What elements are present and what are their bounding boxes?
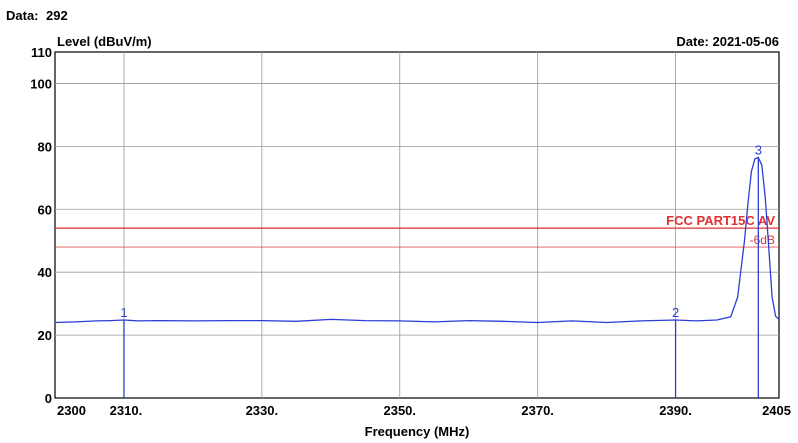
limit-line-label: -6dB [750, 233, 775, 247]
series-line [54, 156, 780, 324]
x-axis-label: Frequency (MHz) [365, 424, 470, 439]
y-tick-label: 20 [38, 328, 52, 343]
x-tick-labels: 2300 2310. 2330. 2350. 2370. 2390. 2405 [57, 403, 791, 418]
y-tick-label: 60 [38, 202, 52, 217]
y-tick-label: 110 [31, 45, 52, 60]
x-tick-label: 2300 [57, 403, 86, 418]
marker-label: 1 [120, 305, 127, 320]
plot-area [54, 51, 780, 399]
y-tick-labels: 0 20 40 60 80 100 110 [30, 45, 52, 406]
limit-lines: FCC PART15C AV -6dB [55, 213, 779, 248]
y-tick-label: 40 [38, 265, 52, 280]
marker-label: 3 [755, 142, 762, 157]
data-label: Data: [6, 8, 39, 23]
y-tick-label: 80 [38, 139, 52, 154]
x-tick-label: 2390. [659, 403, 692, 418]
markers: 1 2 3 [120, 142, 762, 398]
data-value: 292 [46, 8, 68, 23]
x-tick-label: 2370. [521, 403, 554, 418]
x-tick-label: 2350. [383, 403, 416, 418]
marker-label: 2 [672, 305, 679, 320]
series-layer [54, 156, 780, 324]
y-tick-label: 0 [45, 391, 52, 406]
y-axis-label: Level (dBuV/m) [57, 34, 152, 49]
date-text: Date: 2021-05-06 [676, 34, 779, 49]
x-tick-label: 2310. [110, 403, 143, 418]
y-tick-label: 100 [30, 76, 52, 91]
x-tick-label: 2330. [246, 403, 279, 418]
limit-line-label: FCC PART15C AV [666, 213, 775, 228]
x-tick-label: 2405 [762, 403, 791, 418]
